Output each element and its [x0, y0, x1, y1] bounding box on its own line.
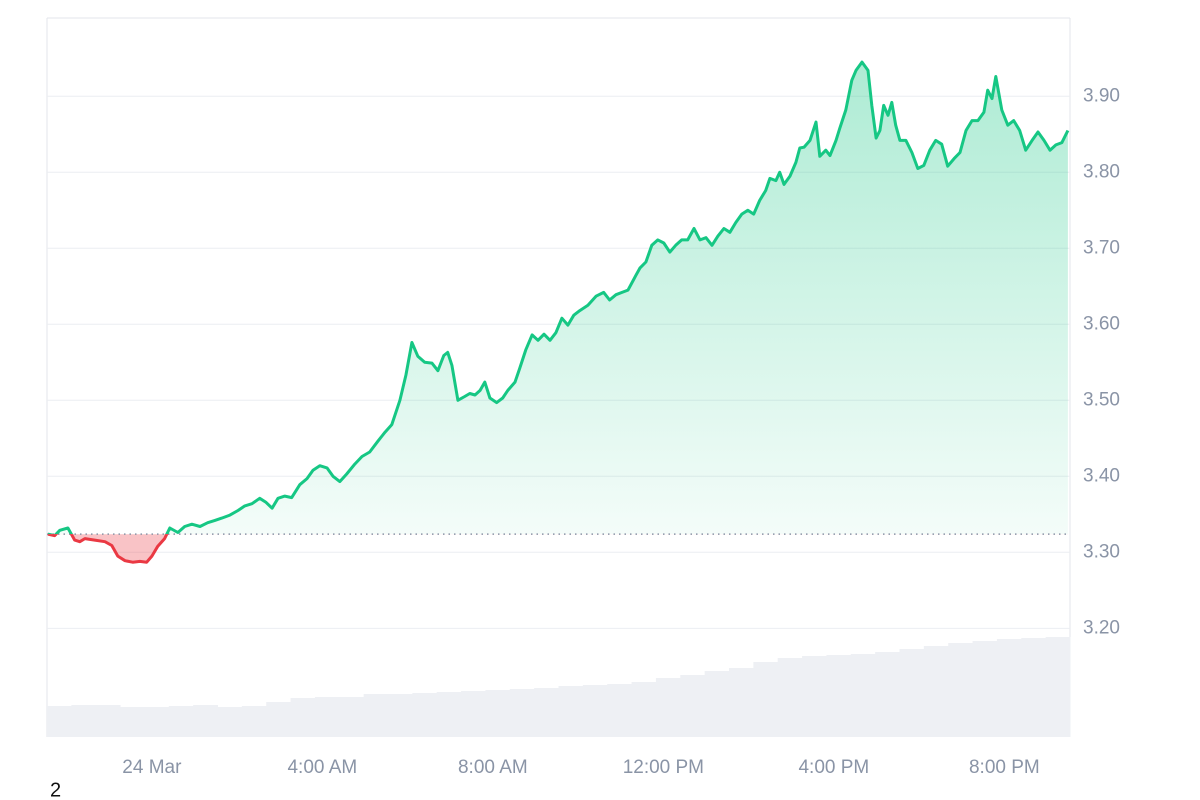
volume-bar	[948, 643, 974, 737]
volume-bar	[753, 662, 779, 737]
volume-bar	[875, 652, 900, 737]
volume-bar	[509, 689, 535, 737]
volume-bar	[217, 707, 243, 737]
volume-bar	[266, 702, 292, 737]
volume-bar	[802, 656, 827, 737]
volume-bar	[412, 693, 438, 737]
volume-bar	[777, 658, 803, 737]
volume-bar	[436, 692, 462, 737]
volume-bar	[241, 706, 267, 737]
x-tick-label: 12:00 PM	[623, 757, 704, 778]
x-tick-label: 4:00 AM	[287, 757, 357, 778]
volume-bar	[899, 649, 925, 737]
y-tick-label: 3.70	[1083, 237, 1120, 258]
y-tick-label: 3.20	[1083, 617, 1120, 638]
y-tick-label: 3.90	[1083, 85, 1120, 106]
volume-bar	[558, 686, 584, 737]
footnote: 2	[50, 779, 61, 800]
volume-bar	[168, 706, 194, 737]
x-tick-label: 24 Mar	[122, 757, 182, 778]
volume-bar	[972, 641, 998, 737]
volume-bar	[314, 697, 340, 737]
volume-bar	[923, 646, 949, 737]
volume-bar	[704, 671, 730, 737]
y-tick-label: 3.30	[1083, 541, 1120, 562]
volume-bar	[95, 705, 121, 737]
volume-bar	[461, 691, 486, 737]
x-tick-label: 8:00 PM	[969, 757, 1040, 778]
volume-bar	[826, 655, 852, 737]
y-tick-label: 3.60	[1083, 313, 1120, 334]
volume-bar	[144, 707, 170, 737]
volume-bar	[1021, 638, 1047, 737]
y-tick-label: 3.80	[1083, 161, 1120, 182]
volume-bar	[582, 685, 608, 737]
volume-bar	[680, 675, 706, 737]
volume-bar	[339, 697, 365, 737]
volume-bar	[850, 654, 876, 737]
price-line-up	[47, 60, 1070, 535]
area-up	[56, 62, 1068, 535]
volume-bar	[607, 684, 633, 737]
volume-bar	[996, 639, 1022, 737]
volume-bar	[193, 705, 218, 737]
volume-bar	[631, 682, 657, 737]
volume-bar	[485, 690, 511, 737]
volume-bar	[534, 688, 559, 737]
volume-bar	[71, 705, 97, 737]
volume-bar	[655, 678, 681, 737]
y-tick-label: 3.40	[1083, 465, 1120, 486]
volume-bar	[290, 698, 316, 737]
x-tick-label: 4:00 PM	[798, 757, 869, 778]
x-tick-label: 8:00 AM	[458, 757, 528, 778]
plot: 3.20 3.30 3.40 3.50 3.60 3.70 3.80 3.90 24 Mar 4:…	[46, 17, 1120, 778]
volume-bar	[729, 668, 754, 737]
y-tick-label: 3.50	[1083, 389, 1120, 410]
volume-bar	[120, 707, 145, 737]
volume-bar	[1045, 637, 1071, 737]
volume-bar	[47, 706, 72, 737]
area-down	[47, 534, 1068, 563]
volume-bar	[363, 694, 389, 737]
volume-bar	[388, 694, 413, 737]
